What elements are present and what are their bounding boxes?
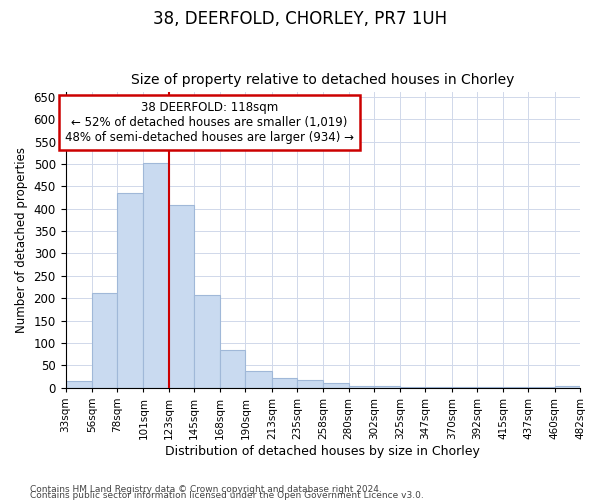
Bar (503, 387, 529, 388)
Bar (169, 205, 194, 388)
Bar (92, 293, 117, 388)
Bar (425, 387, 452, 388)
Bar (245, 371, 272, 388)
Bar (272, 378, 297, 388)
Bar (400, 387, 425, 388)
Y-axis label: Number of detached properties: Number of detached properties (15, 147, 28, 333)
Bar (297, 380, 323, 388)
Bar (323, 384, 349, 388)
Bar (477, 387, 503, 388)
Bar (374, 386, 400, 388)
X-axis label: Distribution of detached houses by size in Chorley: Distribution of detached houses by size … (166, 444, 480, 458)
Bar (117, 192, 143, 388)
Bar (220, 350, 245, 388)
Bar (194, 295, 220, 388)
Text: 38 DEERFOLD: 118sqm
← 52% of detached houses are smaller (1,019)
48% of semi-det: 38 DEERFOLD: 118sqm ← 52% of detached ho… (65, 101, 354, 144)
Text: 38, DEERFOLD, CHORLEY, PR7 1UH: 38, DEERFOLD, CHORLEY, PR7 1UH (153, 10, 447, 28)
Bar (349, 386, 374, 388)
Text: Contains public sector information licensed under the Open Government Licence v3: Contains public sector information licen… (30, 490, 424, 500)
Bar (65, 381, 92, 388)
Title: Size of property relative to detached houses in Chorley: Size of property relative to detached ho… (131, 73, 514, 87)
Bar (452, 387, 477, 388)
Bar (143, 162, 169, 388)
Bar (555, 386, 580, 388)
Text: Contains HM Land Registry data © Crown copyright and database right 2024.: Contains HM Land Registry data © Crown c… (30, 484, 382, 494)
